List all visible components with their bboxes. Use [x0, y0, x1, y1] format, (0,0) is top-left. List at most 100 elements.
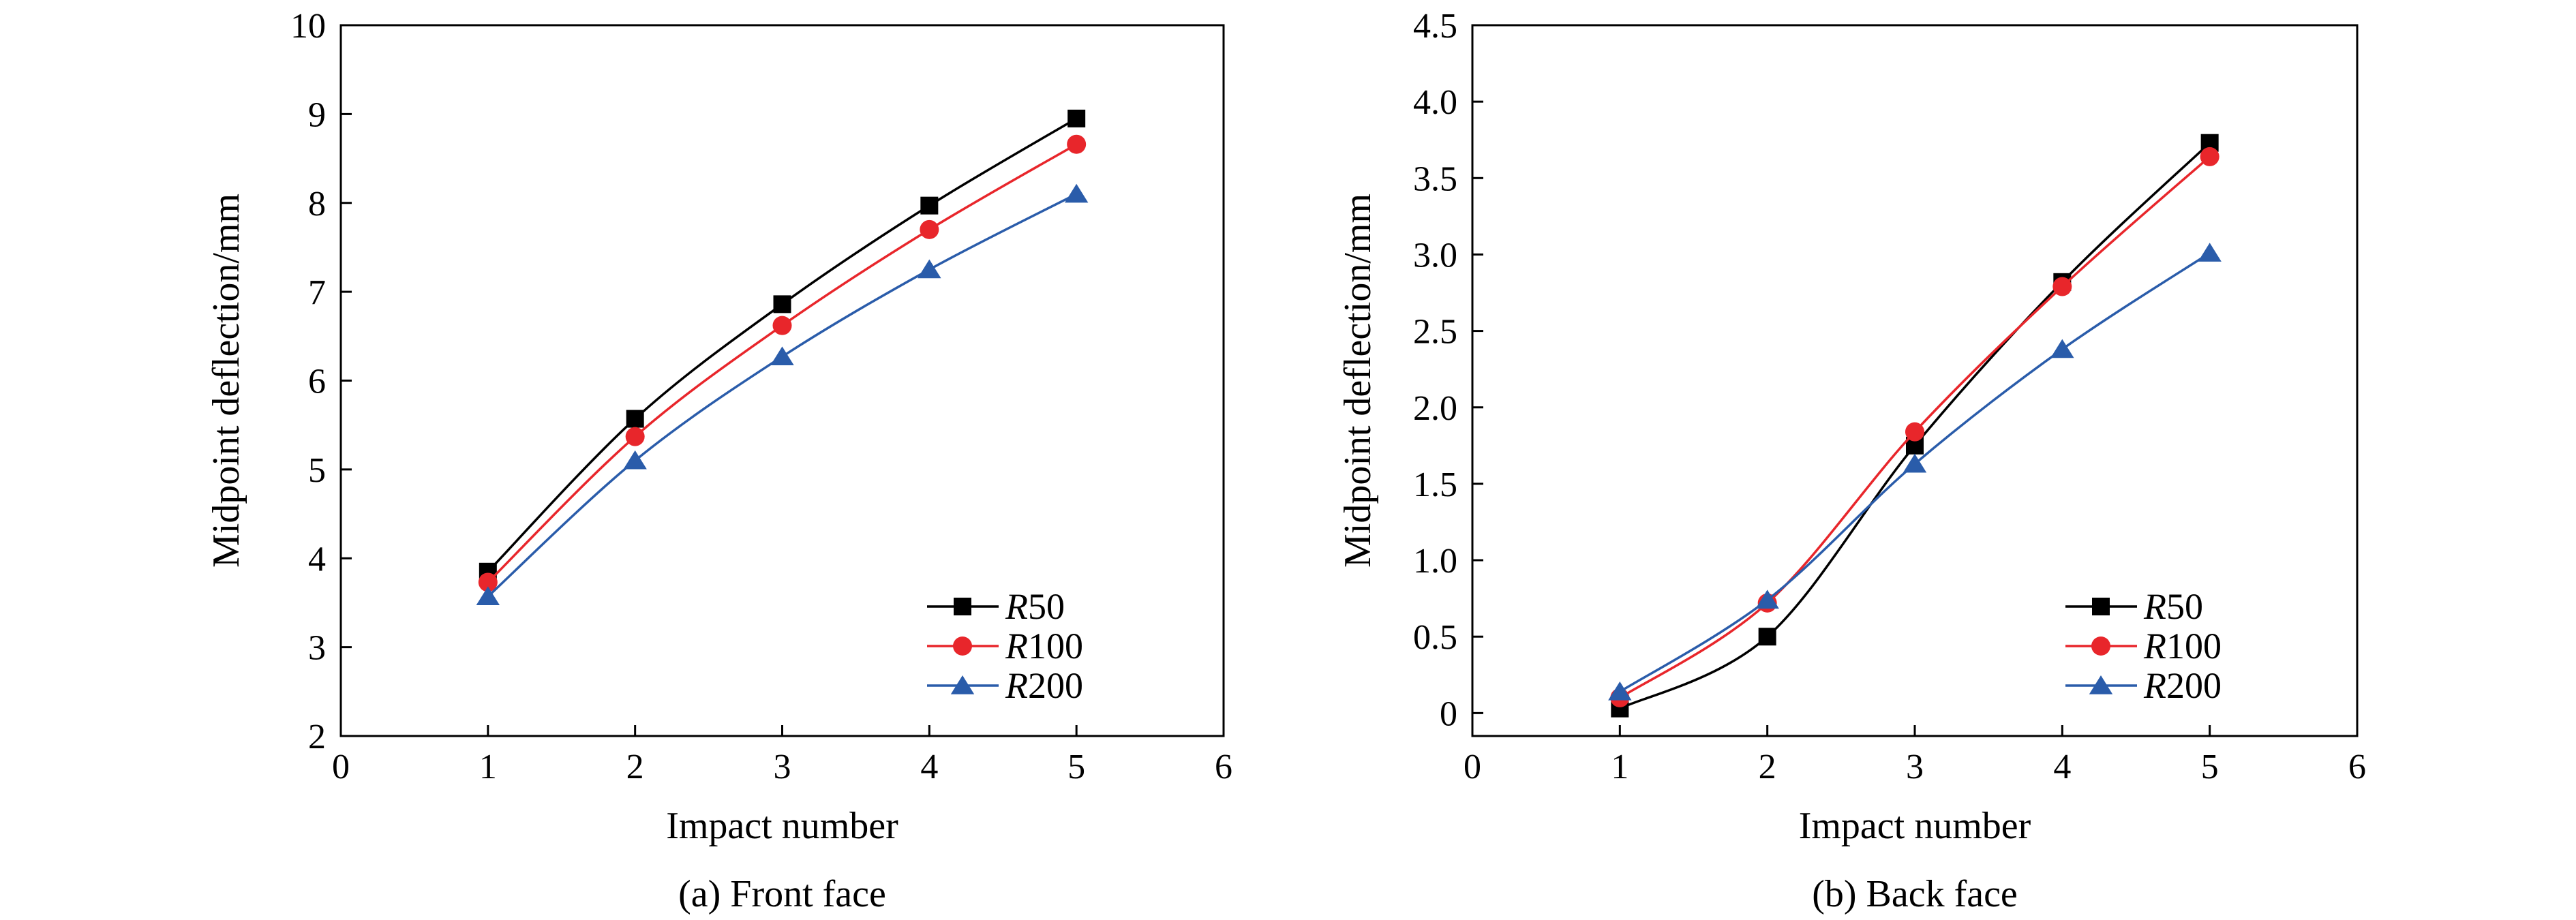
data-point	[1755, 589, 1779, 609]
series-R50	[479, 109, 1086, 581]
x-tick-label: 5	[1067, 748, 1085, 786]
legend-label-italic: R	[2143, 665, 2166, 706]
legend-entry: R50	[2065, 586, 2203, 627]
y-tick-label: 2.5	[1413, 313, 1457, 352]
data-point	[1903, 453, 1927, 473]
legend-label-italic: R	[1005, 626, 1028, 666]
data-point	[2052, 277, 2072, 296]
x-axis-label: Impact number	[1799, 805, 2031, 847]
data-point	[1067, 109, 1086, 127]
y-tick-label: 4	[308, 540, 326, 579]
data-point	[2198, 243, 2222, 262]
legend-label-number: 100	[1028, 626, 1083, 666]
data-point	[626, 410, 644, 428]
chart-front-face: 0 1 2 3 4 5 6 2 3 4 5 6 7 8 9 10 Impact number Midpoint d…	[205, 7, 1232, 915]
data-point	[1905, 422, 1924, 442]
x-tick-label: 5	[2201, 748, 2219, 786]
y-tick-label: 9	[308, 95, 326, 134]
chart-back-face: 0 1 2 3 4 5 6 0 0.5 1.0 1.5 2.0 2.5 3.0 3.5 4.0 4.5 Impac…	[1337, 7, 2366, 915]
legend-marker	[2091, 637, 2110, 656]
y-tick-label: 0.5	[1413, 618, 1457, 657]
y-tick-label: 3.5	[1413, 159, 1457, 198]
legend-label: R200	[1005, 665, 1083, 706]
legend-marker	[950, 675, 975, 694]
y-tick-label: 0	[1440, 694, 1457, 733]
plot-frame	[1471, 24, 2359, 737]
legend-label-number: 50	[2166, 586, 2203, 627]
x-tick-label: 2	[1759, 748, 1776, 786]
legend-entry: R100	[2065, 626, 2222, 666]
legend-marker	[954, 598, 971, 615]
y-tick-label: 10	[290, 7, 326, 46]
y-tick-label: 4.0	[1413, 83, 1457, 122]
x-axis-label: Impact number	[666, 805, 898, 847]
y-tick-label: 2.0	[1413, 389, 1457, 428]
data-point	[478, 572, 498, 592]
legend-label-italic: R	[1005, 665, 1028, 706]
y-tick-label: 4.5	[1413, 7, 1457, 46]
y-tick-label: 3	[308, 629, 326, 668]
series-R100	[478, 134, 1087, 592]
legend-entry: R100	[927, 626, 1083, 666]
data-point	[918, 259, 941, 279]
data-point	[920, 219, 939, 239]
data-point	[773, 295, 791, 313]
legend-label-italic: R	[2143, 586, 2166, 627]
series-R200	[476, 183, 1089, 606]
data-point	[1064, 183, 1089, 203]
x-tick-label: 0	[332, 748, 350, 786]
legend-marker	[2092, 598, 2110, 615]
x-tick-label: 3	[1906, 748, 1924, 786]
x-tick-label: 0	[1464, 748, 1481, 786]
panel-caption: (a) Front face	[678, 873, 886, 915]
data-point	[920, 196, 939, 215]
y-tick-label: 3.0	[1413, 236, 1457, 275]
data-point	[2200, 147, 2219, 166]
x-tick-label: 6	[2348, 748, 2366, 786]
x-tick-label: 1	[1611, 748, 1628, 786]
legend-marker	[2089, 675, 2113, 694]
legend-label-italic: R	[2143, 626, 2166, 666]
panel-caption: (b) Back face	[1812, 873, 2018, 915]
data-point	[770, 346, 794, 366]
y-tick-label: 8	[308, 185, 326, 224]
legend-label: R100	[2143, 626, 2222, 666]
x-tick-label: 2	[626, 748, 644, 786]
x-tick-label: 4	[920, 748, 938, 786]
legend-label: R50	[1005, 586, 1065, 627]
series-line	[487, 117, 1078, 573]
data-point	[476, 586, 500, 606]
y-tick-label: 6	[308, 363, 326, 401]
data-point	[1758, 628, 1776, 646]
y-axis-label: Midpoint deflection/mm	[1337, 194, 1379, 568]
legend-entry: R200	[927, 665, 1083, 706]
legend-label: R50	[2143, 586, 2203, 627]
y-tick-label: 7	[308, 273, 326, 312]
legend-label: R100	[1005, 626, 1083, 666]
legend-label-number: 100	[2166, 626, 2222, 666]
legend-label-number: 200	[1028, 665, 1083, 706]
x-tick-label: 4	[2053, 748, 2071, 786]
y-tick-label: 2	[308, 718, 326, 756]
x-tick-label: 6	[1215, 748, 1232, 786]
series-R200	[1608, 243, 2222, 701]
data-point	[1067, 134, 1087, 154]
data-point	[625, 427, 645, 446]
legend-label: R200	[2143, 665, 2222, 706]
legend-label-number: 50	[1028, 586, 1065, 627]
data-point	[2050, 339, 2074, 358]
x-tick-label: 1	[479, 748, 497, 786]
legend-entry: R200	[2065, 665, 2222, 706]
legend-entry: R50	[927, 586, 1065, 627]
data-point	[1608, 681, 1632, 701]
legend-label-number: 200	[2166, 665, 2222, 706]
y-axis-label: Midpoint deflection/mm	[205, 194, 247, 568]
data-point	[623, 450, 647, 470]
y-tick-label: 1.0	[1413, 542, 1457, 581]
y-tick-label: 5	[308, 451, 326, 490]
series-R100	[1610, 147, 2219, 707]
series-line	[487, 193, 1077, 598]
data-point	[772, 316, 792, 335]
legend-marker	[953, 637, 972, 656]
